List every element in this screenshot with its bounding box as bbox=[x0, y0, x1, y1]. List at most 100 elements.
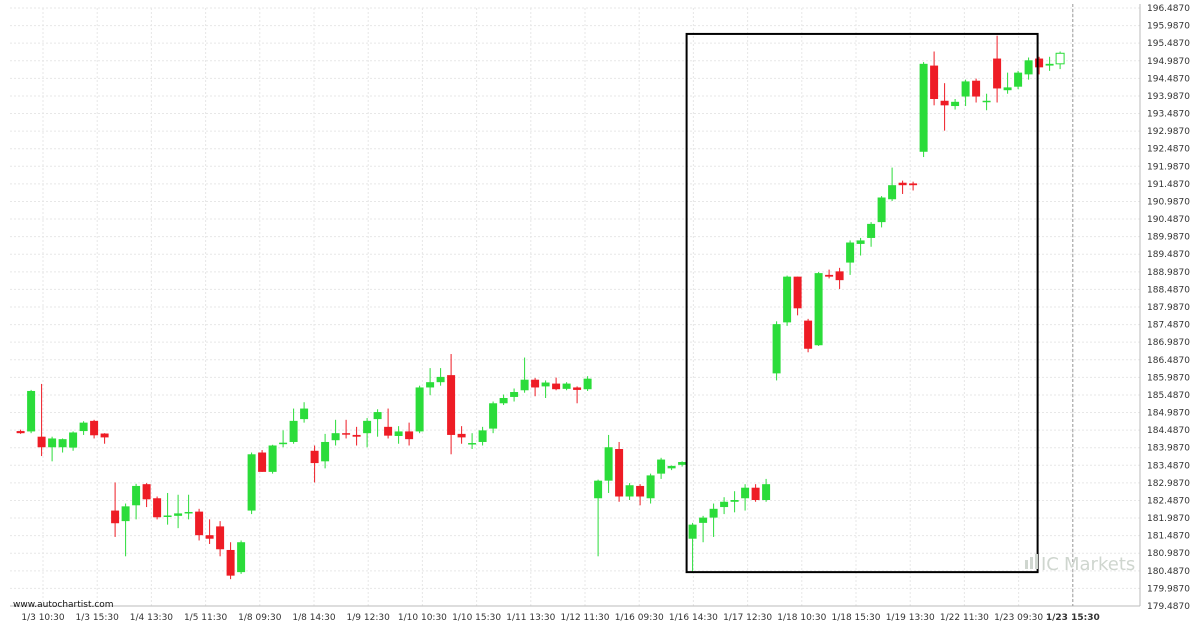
candle-body bbox=[594, 480, 603, 499]
candle-body bbox=[363, 420, 372, 434]
candle-body bbox=[415, 387, 424, 432]
y-tick-label: 179.4870 bbox=[1147, 602, 1190, 612]
candle-body bbox=[426, 382, 435, 388]
candle-body bbox=[993, 58, 1002, 89]
candle-body bbox=[930, 65, 939, 100]
candle-body bbox=[258, 452, 267, 472]
candle-body bbox=[1055, 52, 1065, 65]
y-tick-label: 179.9870 bbox=[1147, 584, 1190, 594]
candle-body bbox=[657, 459, 666, 474]
brand-bars-icon bbox=[1025, 554, 1038, 569]
candle-body bbox=[919, 63, 928, 152]
x-tick-label: 1/11 13:30 bbox=[506, 613, 555, 623]
candle-body bbox=[69, 432, 78, 448]
candle-body bbox=[268, 445, 277, 472]
candle-body bbox=[195, 511, 204, 536]
y-tick-label: 185.9870 bbox=[1147, 373, 1190, 383]
x-tick-label: 1/3 10:30 bbox=[21, 613, 65, 623]
candle-body bbox=[699, 517, 708, 523]
y-tick-label: 195.4870 bbox=[1147, 39, 1190, 49]
candle-body bbox=[615, 449, 624, 497]
y-tick-label: 187.9870 bbox=[1147, 303, 1190, 313]
x-tick-label: 1/8 09:30 bbox=[238, 613, 282, 623]
candle-body bbox=[972, 80, 981, 97]
candle-body bbox=[1003, 87, 1012, 91]
candle-body bbox=[90, 420, 99, 436]
candle-body bbox=[321, 441, 330, 462]
candles bbox=[16, 35, 1065, 580]
candle-body bbox=[27, 390, 36, 432]
candle-body bbox=[636, 485, 645, 497]
y-tick-label: 188.9870 bbox=[1147, 268, 1190, 278]
candle-body bbox=[174, 513, 183, 516]
x-tick-label: 1/8 14:30 bbox=[292, 613, 336, 623]
candle-body bbox=[709, 508, 718, 518]
candle-body bbox=[100, 433, 109, 438]
candle-body bbox=[573, 387, 582, 390]
candle-body bbox=[499, 398, 508, 404]
brand-ic: IC bbox=[1041, 554, 1059, 575]
y-tick-label: 187.4870 bbox=[1147, 321, 1190, 331]
candle-body bbox=[226, 549, 235, 576]
y-tick-label: 190.9870 bbox=[1147, 197, 1190, 207]
candle-body bbox=[783, 276, 792, 323]
y-tick-label: 189.4870 bbox=[1147, 250, 1190, 260]
candle-body bbox=[646, 475, 655, 499]
candle-body bbox=[688, 524, 697, 539]
candle-body bbox=[898, 182, 907, 186]
candle-body bbox=[625, 485, 634, 497]
x-tick-label: 1/4 13:30 bbox=[130, 613, 174, 623]
candle-body bbox=[310, 450, 319, 464]
candle-body bbox=[384, 426, 393, 436]
y-tick-label: 194.4870 bbox=[1147, 74, 1190, 84]
candle-body bbox=[16, 431, 25, 434]
candle-body bbox=[562, 383, 571, 389]
candle-body bbox=[909, 183, 918, 186]
y-tick-label: 196.4870 bbox=[1147, 4, 1190, 14]
candle-body bbox=[531, 379, 540, 388]
y-tick-label: 195.9870 bbox=[1147, 22, 1190, 32]
candle-body bbox=[804, 320, 813, 349]
candle-body bbox=[730, 500, 739, 502]
x-tick-label: 1/23 15:30 bbox=[1046, 613, 1100, 623]
y-tick-label: 183.9870 bbox=[1147, 444, 1190, 454]
candle-body bbox=[583, 378, 592, 390]
y-axis: 196.4870 195.9870 195.4870 194.9870 194.4870… bbox=[1139, 4, 1190, 612]
candle-body bbox=[846, 242, 855, 263]
brand-name: Markets bbox=[1064, 554, 1135, 575]
candle-body bbox=[867, 223, 876, 238]
candle-body bbox=[111, 510, 120, 524]
candle-body bbox=[205, 535, 214, 539]
candle-body bbox=[153, 498, 162, 518]
y-tick-label: 189.9870 bbox=[1147, 233, 1190, 243]
y-tick-label: 190.4870 bbox=[1147, 215, 1190, 225]
candle-body bbox=[604, 447, 613, 481]
candle-body bbox=[142, 484, 151, 500]
y-tick-label: 182.4870 bbox=[1147, 496, 1190, 506]
x-tick-label: 1/10 15:30 bbox=[452, 613, 501, 623]
x-tick-label: 1/3 15:30 bbox=[76, 613, 120, 623]
candle-body bbox=[678, 462, 687, 465]
candle-body bbox=[79, 422, 88, 432]
candle-body bbox=[489, 403, 498, 429]
candle-body bbox=[720, 501, 729, 508]
candle-body bbox=[510, 392, 519, 397]
x-tick-label: 1/16 09:30 bbox=[615, 613, 664, 623]
candle-body bbox=[279, 442, 288, 445]
y-tick-label: 192.4870 bbox=[1147, 145, 1190, 155]
y-tick-label: 186.9870 bbox=[1147, 338, 1190, 348]
candle-body bbox=[1014, 72, 1023, 87]
x-tick-label: 1/10 10:30 bbox=[398, 613, 447, 623]
candle-body bbox=[216, 526, 225, 550]
x-tick-label: 1/18 10:30 bbox=[777, 613, 826, 623]
candle-body bbox=[48, 438, 57, 448]
y-tick-label: 180.4870 bbox=[1147, 567, 1190, 577]
candle-body bbox=[888, 185, 897, 200]
y-tick-label: 194.9870 bbox=[1147, 57, 1190, 67]
y-tick-label: 188.4870 bbox=[1147, 285, 1190, 295]
candle-body bbox=[373, 412, 382, 420]
y-tick-label: 185.4870 bbox=[1147, 391, 1190, 401]
candle-body bbox=[667, 465, 676, 469]
candle-body bbox=[940, 100, 949, 106]
